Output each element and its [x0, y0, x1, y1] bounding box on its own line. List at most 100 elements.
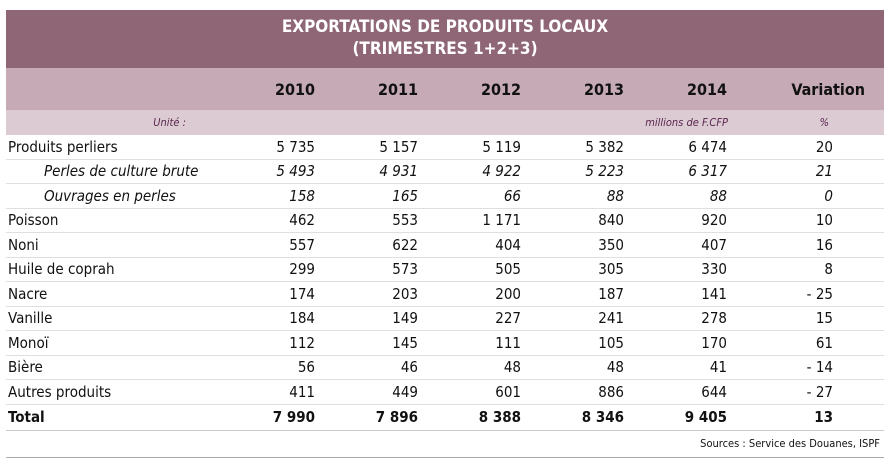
cell-variation: - 27 — [806, 382, 833, 401]
cell-2011: 553 — [392, 211, 418, 230]
table-row: Noni 557 622 404 350 407 16 — [6, 233, 884, 258]
cell-2013: 886 — [598, 382, 624, 401]
row-label: Noni — [8, 235, 39, 254]
cell-variation: 13 — [814, 408, 833, 426]
cell-2010: 5 735 — [276, 137, 315, 156]
cell-2012: 505 — [495, 260, 521, 279]
cell-2012: 111 — [495, 333, 521, 352]
cell-2011: 573 — [392, 260, 418, 279]
cell-2013: 48 — [606, 358, 624, 377]
cell-2013: 350 — [598, 235, 624, 254]
cell-variation: 8 — [824, 260, 833, 279]
row-label: Bière — [8, 358, 43, 377]
cell-2012: 5 119 — [482, 137, 521, 156]
table-row: Bière 56 46 48 48 41 - 14 — [6, 356, 884, 380]
table-row: Nacre 174 203 200 187 141 - 25 — [6, 282, 884, 307]
cell-2013: 105 — [598, 333, 624, 352]
cell-2013: 187 — [598, 284, 624, 303]
cell-2012: 601 — [495, 382, 521, 401]
unit-values: millions de F.CFP — [645, 116, 728, 129]
cell-2012: 48 — [503, 358, 521, 377]
cell-2014: 170 — [701, 333, 727, 352]
header-row: 2010 2011 2012 2013 2014 Variation — [6, 68, 884, 110]
cell-variation: 61 — [815, 333, 833, 352]
cell-variation: - 25 — [806, 284, 833, 303]
cell-2014: 6 317 — [688, 162, 727, 181]
cell-2014: 278 — [701, 309, 727, 328]
title-line-1: EXPORTATIONS DE PRODUITS LOCAUX — [281, 17, 609, 37]
table-row: Autres produits 411 449 601 886 644 - 27 — [6, 380, 884, 405]
cell-2014: 6 474 — [688, 137, 727, 156]
title-line-2: (TRIMESTRES 1+2+3) — [352, 39, 538, 59]
cell-variation: 15 — [815, 309, 833, 328]
cell-2010: 158 — [289, 186, 315, 205]
cell-2011: 5 157 — [379, 137, 418, 156]
table-body: Produits perliers 5 735 5 157 5 119 5 382 6 4… — [6, 135, 884, 431]
cell-2011: 622 — [392, 235, 418, 254]
header-2011: 2011 — [377, 79, 418, 99]
table-row: Huile de coprah 299 573 505 305 330 8 — [6, 258, 884, 282]
table-row: Vanille 184 149 227 241 278 15 — [6, 307, 884, 331]
cell-2013: 5 223 — [585, 162, 624, 181]
cell-2010: 557 — [289, 235, 315, 254]
row-label: Vanille — [8, 309, 53, 328]
row-label: Total — [8, 408, 45, 426]
cell-2012: 227 — [495, 309, 521, 328]
cell-2012: 66 — [503, 186, 521, 205]
source-note: Sources : Service des Douanes, ISPF — [6, 431, 884, 458]
total-row: Total 7 990 7 896 8 388 8 346 9 405 13 — [6, 405, 884, 431]
cell-2011: 203 — [392, 284, 418, 303]
cell-2012: 200 — [495, 284, 521, 303]
exports-table: EXPORTATIONS DE PRODUITS LOCAUX (TRIMEST… — [6, 10, 884, 458]
cell-variation: 21 — [815, 162, 833, 181]
row-label: Huile de coprah — [8, 260, 115, 279]
cell-2010: 299 — [289, 260, 315, 279]
table-row: Monoï 112 145 111 105 170 61 — [6, 331, 884, 356]
cell-2010: 462 — [289, 211, 315, 230]
header-2013: 2013 — [583, 79, 624, 99]
cell-2010: 5 493 — [276, 162, 315, 181]
cell-2013: 8 346 — [581, 408, 624, 426]
cell-2012: 1 171 — [482, 211, 521, 230]
cell-2011: 149 — [392, 309, 418, 328]
cell-2010: 174 — [289, 284, 315, 303]
table-row: Produits perliers 5 735 5 157 5 119 5 382 6 4… — [6, 135, 884, 160]
row-label: Monoï — [8, 333, 49, 352]
unit-row: Unité : millions de F.CFP % — [6, 110, 884, 135]
row-label: Autres produits — [8, 382, 112, 401]
unit-label: Unité : — [153, 116, 186, 129]
cell-2014: 644 — [701, 382, 727, 401]
row-label: Produits perliers — [8, 137, 118, 156]
cell-2014: 41 — [709, 358, 727, 377]
cell-2013: 88 — [606, 186, 624, 205]
cell-2014: 920 — [701, 211, 727, 230]
cell-variation: 0 — [824, 186, 833, 205]
header-2010: 2010 — [274, 79, 315, 99]
cell-2012: 404 — [495, 235, 521, 254]
cell-2014: 88 — [709, 186, 727, 205]
cell-2010: 56 — [297, 358, 315, 377]
cell-2014: 407 — [701, 235, 727, 254]
cell-2011: 165 — [392, 186, 418, 205]
table-row: Poisson 462 553 1 171 840 920 10 — [6, 209, 884, 233]
cell-2011: 449 — [392, 382, 418, 401]
cell-variation: 16 — [815, 235, 833, 254]
cell-2011: 46 — [400, 358, 418, 377]
cell-2012: 4 922 — [482, 162, 521, 181]
table-title: EXPORTATIONS DE PRODUITS LOCAUX (TRIMEST… — [6, 10, 884, 68]
header-2012: 2012 — [480, 79, 521, 99]
cell-2010: 411 — [289, 382, 315, 401]
cell-2014: 141 — [701, 284, 727, 303]
table-row: Ouvrages en perles 158 165 66 88 88 0 — [6, 184, 884, 209]
header-variation: Variation — [791, 79, 865, 99]
cell-2014: 330 — [701, 260, 727, 279]
cell-2010: 184 — [289, 309, 315, 328]
cell-2011: 4 931 — [379, 162, 418, 181]
header-2014: 2014 — [686, 79, 727, 99]
cell-2010: 7 990 — [272, 408, 315, 426]
cell-variation: 10 — [815, 211, 833, 230]
cell-2013: 241 — [598, 309, 624, 328]
cell-2012: 8 388 — [478, 408, 521, 426]
cell-2011: 7 896 — [375, 408, 418, 426]
row-label: Ouvrages en perles — [44, 186, 176, 205]
